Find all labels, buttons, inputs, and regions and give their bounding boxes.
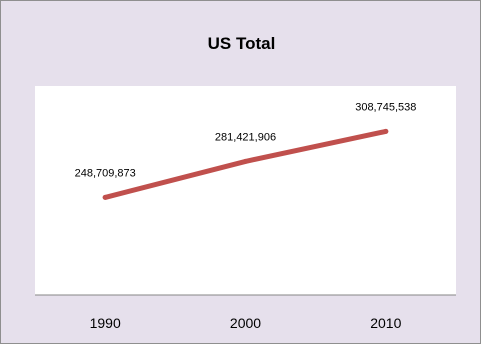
x-tick-label: 2010 — [370, 315, 401, 331]
chart-labels: 248,709,873 281,421,906 308,745,538 1990 200… — [75, 101, 417, 331]
chart-title: US Total — [207, 34, 276, 53]
data-point — [243, 158, 248, 164]
plot-area — [35, 86, 456, 295]
data-label: 248,709,873 — [75, 167, 136, 179]
x-tick-label: 2000 — [230, 315, 261, 331]
data-label: 281,421,906 — [215, 131, 276, 143]
data-point — [383, 128, 389, 134]
data-label: 308,745,538 — [355, 101, 416, 113]
x-tick-label: 1990 — [90, 315, 121, 331]
chart-marks — [102, 128, 389, 200]
data-point — [102, 194, 108, 200]
